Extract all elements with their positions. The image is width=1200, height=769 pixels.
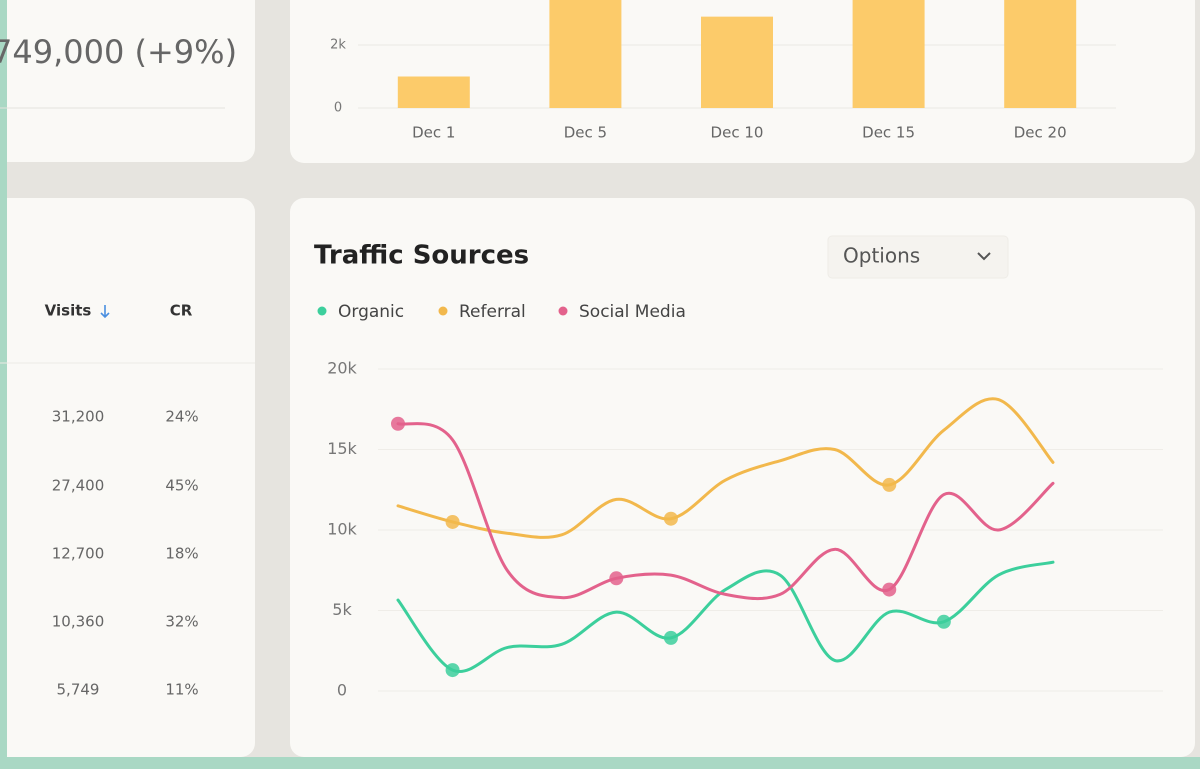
legend-label: Social Media bbox=[579, 302, 686, 322]
y-tick-label: 5k bbox=[332, 600, 352, 619]
cell: 18% bbox=[165, 545, 198, 563]
point bbox=[663, 630, 678, 645]
legend-label: Organic bbox=[338, 302, 404, 322]
y-tick-label: 10k bbox=[327, 520, 357, 539]
summary-value: 749,000 (+9%) bbox=[0, 33, 237, 71]
point bbox=[882, 477, 897, 492]
legend-marker bbox=[438, 306, 448, 316]
point bbox=[391, 416, 405, 431]
legend-label: Referral bbox=[459, 302, 526, 322]
line bbox=[396, 397, 1055, 539]
line bbox=[396, 422, 1055, 601]
x-tick-label: Dec 15 bbox=[862, 124, 915, 142]
traffic-card bbox=[290, 198, 1195, 757]
y-tick-label: 2k bbox=[330, 38, 346, 53]
options-button[interactable] bbox=[827, 235, 1009, 279]
x-tick-label: Dec 20 bbox=[1014, 124, 1067, 142]
options-label[interactable]: Options bbox=[843, 244, 920, 268]
bar bbox=[852, 0, 925, 109]
point bbox=[663, 511, 678, 526]
sort-icon bbox=[100, 305, 110, 319]
column-header[interactable]: Visits bbox=[45, 302, 92, 320]
point bbox=[445, 663, 460, 678]
point bbox=[936, 614, 951, 629]
y-tick-label: 20k bbox=[327, 359, 357, 378]
cell: 5,749 bbox=[57, 681, 100, 699]
summary-card bbox=[0, 0, 255, 162]
chevron-icon bbox=[977, 252, 991, 261]
bar bbox=[701, 16, 773, 108]
cell: 11% bbox=[165, 681, 198, 699]
legend-marker bbox=[317, 306, 327, 316]
x-tick-label: Dec 10 bbox=[711, 124, 764, 142]
x-tick-label: Dec 5 bbox=[564, 124, 607, 142]
chart-title: Traffic Sources bbox=[314, 241, 529, 271]
legend-marker bbox=[558, 306, 568, 316]
column-header[interactable]: CR bbox=[170, 302, 193, 320]
cell: 32% bbox=[165, 613, 198, 631]
point bbox=[609, 571, 624, 586]
frame-left bbox=[0, 0, 7, 769]
y-tick-label: 15k bbox=[327, 439, 357, 458]
cell: 45% bbox=[165, 477, 198, 495]
y-tick-label: 0 bbox=[337, 681, 347, 700]
point bbox=[882, 582, 897, 597]
cell: 12,700 bbox=[52, 545, 105, 563]
cell: 24% bbox=[165, 408, 198, 426]
bar bbox=[1004, 0, 1077, 109]
bar bbox=[549, 0, 622, 108]
cell: 27,400 bbox=[52, 477, 105, 495]
frame-bottom bbox=[0, 757, 1200, 769]
bar bbox=[397, 76, 470, 108]
table-card bbox=[0, 198, 255, 757]
cell: 10,360 bbox=[52, 613, 105, 631]
y-tick-label: 0 bbox=[334, 101, 342, 116]
x-tick-label: Dec 1 bbox=[412, 124, 455, 142]
cell: 31,200 bbox=[52, 408, 105, 426]
point bbox=[445, 514, 460, 529]
